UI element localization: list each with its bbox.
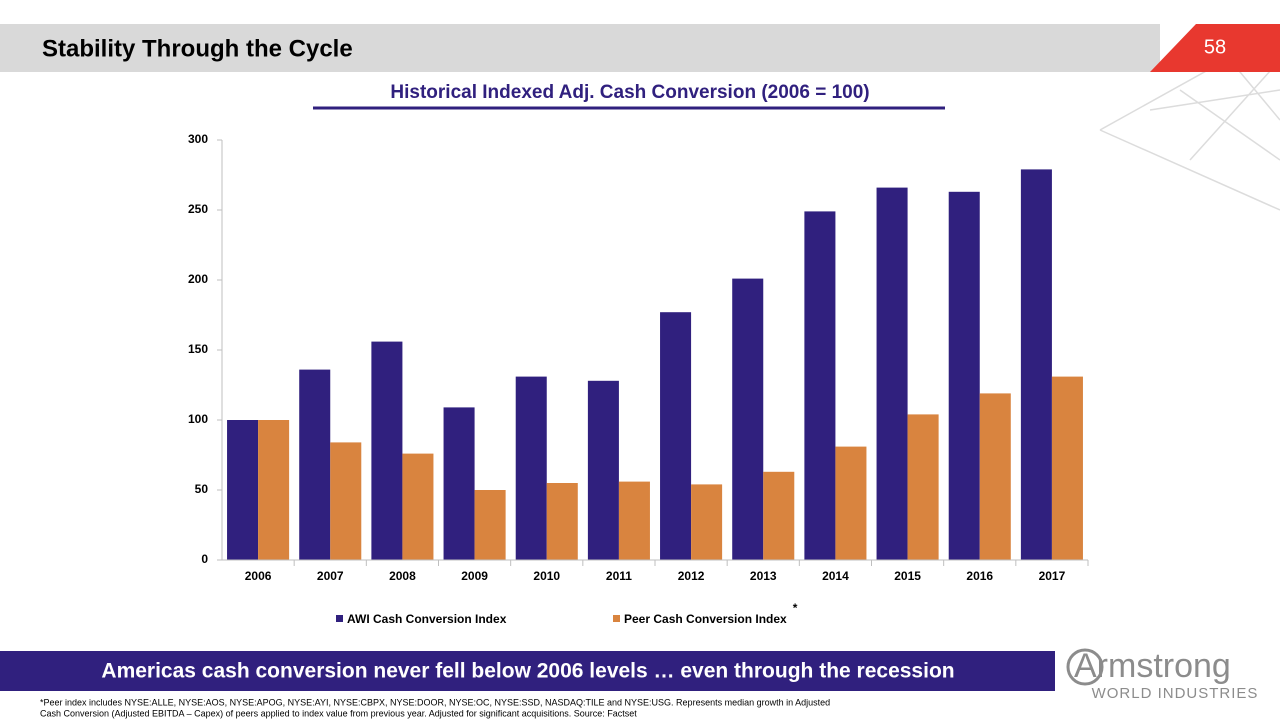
header-band <box>0 24 1160 72</box>
bar <box>515 376 547 560</box>
bar <box>474 490 506 560</box>
bar <box>835 446 867 560</box>
y-tick-label: 50 <box>195 482 209 496</box>
y-tick-label: 250 <box>188 202 208 216</box>
x-tick-label: 2016 <box>966 569 993 583</box>
banner <box>0 651 1055 691</box>
bar <box>1020 169 1052 560</box>
bar <box>371 341 403 560</box>
banner-text: Americas cash conversion never fell belo… <box>101 660 954 683</box>
bar <box>907 414 939 560</box>
bar <box>732 278 764 560</box>
x-tick-label: 2007 <box>317 569 344 583</box>
y-tick-label: 200 <box>188 272 208 286</box>
y-tick-label: 100 <box>188 412 208 426</box>
y-tick-label: 150 <box>188 342 208 356</box>
bar <box>443 407 475 560</box>
chart-title: Historical Indexed Adj. Cash Conversion … <box>390 82 869 103</box>
bar <box>546 483 578 560</box>
bar <box>660 312 692 560</box>
bar <box>227 420 259 560</box>
bar <box>618 481 650 560</box>
bar <box>876 187 908 560</box>
bar <box>979 393 1011 560</box>
x-tick-label: 2015 <box>894 569 921 583</box>
x-tick-label: 2010 <box>533 569 560 583</box>
page-number: 58 <box>1204 36 1226 58</box>
y-tick-label: 300 <box>188 132 208 146</box>
slide-title: Stability Through the Cycle <box>42 35 353 62</box>
bar <box>402 453 434 560</box>
x-tick-label: 2011 <box>606 569 632 583</box>
x-tick-label: 2008 <box>389 569 416 583</box>
legend-swatch <box>336 615 343 622</box>
x-tick-label: 2013 <box>750 569 777 583</box>
logo-name: Armstrong <box>1074 647 1231 685</box>
legend-label: Peer Cash Conversion Index <box>624 612 787 626</box>
legend-swatch <box>613 615 620 622</box>
x-tick-label: 2014 <box>822 569 849 583</box>
x-tick-label: 2009 <box>461 569 488 583</box>
logo-subtitle: WORLD INDUSTRIES <box>1092 685 1259 702</box>
bar <box>258 420 290 560</box>
bar <box>948 191 980 561</box>
page-tab <box>1150 24 1280 72</box>
bar <box>763 471 795 560</box>
bar <box>330 442 362 560</box>
y-tick-label: 0 <box>201 552 208 566</box>
x-tick-label: 2017 <box>1039 569 1066 583</box>
bar <box>804 211 836 560</box>
footnote: Cash Conversion (Adjusted EBITDA – Capex… <box>40 708 637 718</box>
bar <box>299 369 331 560</box>
bar <box>587 380 619 560</box>
x-tick-label: 2012 <box>678 569 705 583</box>
annotation: * <box>793 601 798 615</box>
decoration <box>1099 29 1280 211</box>
legend-label: AWI Cash Conversion Index <box>347 612 507 626</box>
plot: 0 50 100 150 200 250 300 2006 2007 2008 2009 2010 20… <box>188 132 1089 626</box>
footnote: *Peer index includes NYSE:ALLE, NYSE:AOS… <box>40 697 830 707</box>
bar <box>691 484 723 560</box>
bar <box>1051 376 1083 560</box>
logo-mark <box>1066 648 1104 686</box>
x-tick-label: 2006 <box>245 569 272 583</box>
